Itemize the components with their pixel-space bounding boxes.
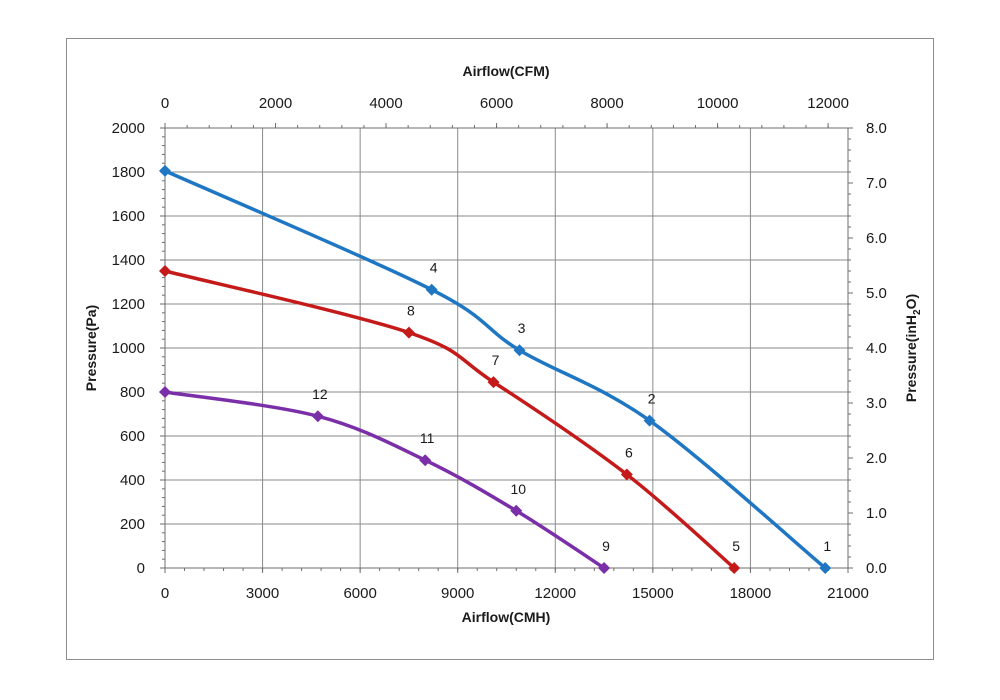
series-1-point xyxy=(643,414,656,427)
series-2-point xyxy=(620,468,633,481)
series-2-point xyxy=(487,376,500,389)
point-label: 10 xyxy=(510,481,526,497)
series-3-point xyxy=(159,386,171,398)
point-label: 11 xyxy=(420,430,435,446)
top-tick-label: 0 xyxy=(161,95,169,112)
top-tick-label: 6000 xyxy=(480,95,513,112)
bottom-tick-label: 6000 xyxy=(343,585,376,602)
right-axis-title-end: O) xyxy=(903,294,919,310)
series-1-point xyxy=(159,164,171,177)
point-label: 4 xyxy=(430,260,438,276)
series-1-point xyxy=(819,562,832,574)
series-line-1 xyxy=(164,169,827,570)
left-tick-label: 800 xyxy=(120,384,145,401)
series-2-point xyxy=(402,326,415,339)
series: 4 3 2 1 8 7 6 5 12 11 10 9 xyxy=(159,164,832,574)
chart-frame xyxy=(66,38,934,660)
right-tick-label: 4.0 xyxy=(866,340,887,357)
left-tick-label: 1400 xyxy=(112,252,145,269)
grid xyxy=(165,127,848,568)
left-tick-label: 400 xyxy=(120,472,145,489)
left-tick-label: 1200 xyxy=(112,296,145,313)
series-2-point xyxy=(159,265,171,277)
left-tick-label: 1000 xyxy=(112,340,145,357)
point-label: 3 xyxy=(518,320,526,336)
right-tick-label: 1.0 xyxy=(866,505,887,522)
right-tick-label: 8.0 xyxy=(866,120,887,137)
right-tick-label: 6.0 xyxy=(866,230,887,247)
series-3-point xyxy=(419,454,432,467)
bottom-tick-label: 9000 xyxy=(441,585,474,602)
top-tick-label: 2000 xyxy=(259,95,292,112)
point-label: 5 xyxy=(732,538,740,554)
series-1-point xyxy=(425,283,438,296)
point-label: 12 xyxy=(312,386,328,402)
left-tick-label: 0 xyxy=(137,560,145,577)
right-axis-title: Pressure(inH2O) xyxy=(903,294,923,402)
series-3-point xyxy=(598,562,611,574)
bottom-tick-label: 18000 xyxy=(730,585,772,602)
bottom-tick-label: 0 xyxy=(161,585,169,602)
right-tick-label: 5.0 xyxy=(866,285,887,302)
right-tick-label: 3.0 xyxy=(866,395,887,412)
series-3-point xyxy=(510,504,523,517)
left-tick-label: 1800 xyxy=(112,164,145,181)
top-tick-label: 10000 xyxy=(697,95,739,112)
series-1-point xyxy=(513,344,526,357)
left-axis-title: Pressure(Pa) xyxy=(83,305,99,391)
right-axis-title-subscript: 2 xyxy=(912,309,923,315)
bottom-tick-label: 12000 xyxy=(534,585,576,602)
series-2-point xyxy=(728,562,741,574)
left-tick-label: 1600 xyxy=(112,208,145,225)
axis-labels: Airflow(CFM) Airflow(CMH) Pressure(Pa) P… xyxy=(83,63,923,625)
bottom-tick-label: 15000 xyxy=(632,585,674,602)
left-tick-label: 200 xyxy=(120,516,145,533)
right-tick-label: 2.0 xyxy=(866,450,887,467)
point-label: 9 xyxy=(602,538,610,554)
bottom-tick-label: 21000 xyxy=(827,585,869,602)
top-tick-label: 4000 xyxy=(369,95,402,112)
right-axis-title-main: Pressure(inH xyxy=(903,315,919,402)
point-label: 7 xyxy=(492,352,500,368)
bottom-tick-label: 3000 xyxy=(246,585,279,602)
point-label: 8 xyxy=(407,303,415,319)
point-label: 2 xyxy=(648,391,656,407)
top-axis-title: Airflow(CFM) xyxy=(462,63,549,79)
right-tick-label: 0.0 xyxy=(866,560,887,577)
bottom-axis-title: Airflow(CMH) xyxy=(462,609,551,625)
point-label: 6 xyxy=(625,445,633,461)
left-tick-label: 600 xyxy=(120,428,145,445)
left-tick-label: 2000 xyxy=(112,120,145,137)
right-tick-label: 7.0 xyxy=(866,175,887,192)
top-tick-label: 8000 xyxy=(590,95,623,112)
point-label: 1 xyxy=(823,538,831,554)
top-tick-label: 12000 xyxy=(807,95,849,112)
series-3-point xyxy=(311,410,324,423)
